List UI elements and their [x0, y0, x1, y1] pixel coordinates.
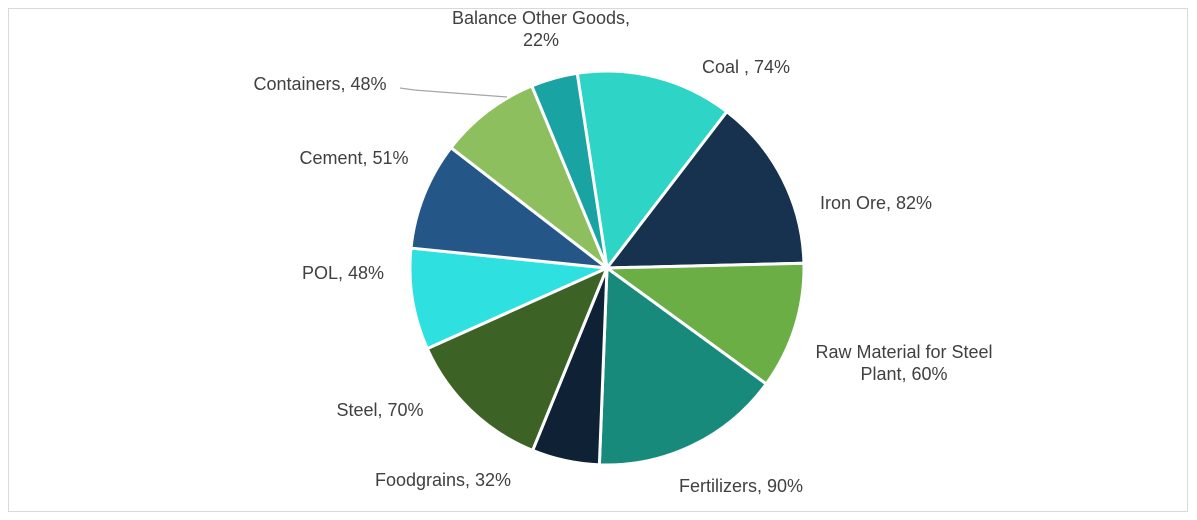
data-label-coal: Coal , 74%	[702, 57, 790, 77]
data-label-fertilizers: Fertilizers, 90%	[679, 476, 803, 496]
pie-slice-containers	[449, 84, 609, 270]
data-label-containers: Containers, 48%	[253, 74, 386, 94]
pie-slice-balance-other-goods	[530, 71, 609, 270]
data-label-iron-ore: Iron Ore, 82%	[820, 193, 932, 213]
leader-line-containers	[399, 87, 508, 98]
pie-slices	[408, 69, 806, 467]
data-label-raw-material-for-steel-plant: Raw Material for Steel Plant, 60%	[815, 342, 992, 384]
pie-slice-fertilizers	[597, 266, 768, 467]
pie-slice-pol	[408, 246, 609, 351]
pie-slice-iron-ore	[605, 110, 806, 270]
data-labels: Coal , 74% Iron Ore, 82% Raw Material for …	[253, 8, 992, 496]
pie-slice-raw-material-for-steel-plant	[605, 261, 806, 386]
data-label-cement: Cement, 51%	[299, 148, 408, 168]
data-label-steel: Steel, 70%	[336, 400, 423, 420]
pie-slice-cement	[409, 146, 609, 270]
data-label-balance-other-goods: Balance Other Goods, 22%	[452, 8, 630, 50]
pie-slice-coal	[575, 69, 729, 270]
leader-lines	[399, 87, 508, 98]
data-label-pol: POL, 48%	[302, 263, 384, 283]
pie-slice-steel	[425, 266, 609, 452]
data-label-foodgrains: Foodgrains, 32%	[375, 470, 511, 490]
